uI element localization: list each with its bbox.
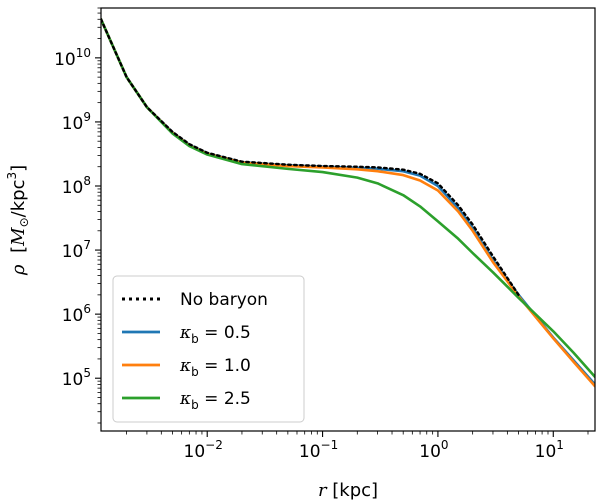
series-line: [101, 17, 595, 379]
plot-area: [100, 7, 596, 432]
y-tick-label: 109: [62, 110, 91, 134]
legend-frame: [112, 275, 305, 423]
y-tick-label: 107: [62, 238, 91, 262]
y-tick-label: 1010: [54, 46, 91, 70]
y-tick-label: 106: [62, 302, 91, 326]
legend-label: κb = 2.5: [179, 389, 251, 412]
x-tick-label: 10−1: [299, 438, 338, 462]
legend-label: No baryon: [180, 290, 268, 310]
plot-frame: [100, 7, 596, 432]
legend: No baryon κb = 0.5 κb = 1.0 κb = 2.5: [112, 275, 305, 423]
y-tick-label: 108: [62, 174, 91, 198]
y-axis-label: ρ [M⊙/kpc3]: [5, 165, 31, 276]
y-tick-label: 105: [62, 366, 91, 390]
x-tick-label: 10−2: [184, 438, 223, 462]
x-tick-label: 101: [535, 438, 564, 462]
series-line: [101, 18, 520, 297]
series-group: [101, 17, 595, 388]
axis-ticks: 10−2 10−1 100 101 105 106 107 108 109 1010: [54, 7, 589, 462]
legend-label: κb = 0.5: [179, 323, 251, 346]
x-axis-label: r [kpc]: [318, 480, 378, 501]
legend-label: κb = 1.0: [179, 356, 251, 379]
x-tick-label: 100: [419, 438, 448, 462]
